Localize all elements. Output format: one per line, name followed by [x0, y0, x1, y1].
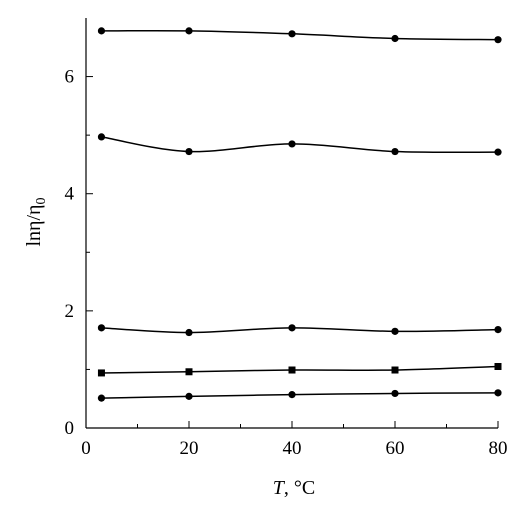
- x-axis-label-unit: , °C: [284, 477, 315, 499]
- data-point: [97, 27, 106, 35]
- series-4: [97, 363, 502, 377]
- x-tick-label: 60: [386, 438, 405, 459]
- series-2: [97, 133, 502, 156]
- y-axis-label-main: lnη/η: [23, 204, 45, 246]
- y-tick-label: 0: [65, 418, 75, 439]
- x-tick-label: 40: [283, 438, 302, 459]
- series-1-line: [101, 29, 499, 41]
- data-point: [494, 326, 502, 334]
- data-point: [288, 140, 296, 148]
- data-point: [97, 394, 106, 402]
- series-3-line: [101, 327, 499, 334]
- data-point: [494, 148, 502, 156]
- data-point: [97, 133, 106, 141]
- data-point: [97, 369, 105, 377]
- data-point: [185, 392, 193, 400]
- x-axis-label: T, °C: [273, 477, 315, 499]
- data-point: [494, 36, 502, 44]
- series-4-line: [101, 365, 499, 374]
- series-1: [97, 27, 502, 44]
- x-axis-label-symbol: T: [273, 477, 286, 499]
- data-point: [185, 368, 193, 376]
- x-tick-label: 20: [180, 438, 199, 459]
- x-tick-label: 0: [81, 438, 91, 459]
- data-point: [391, 34, 399, 43]
- data-point: [185, 147, 193, 156]
- data-point: [97, 324, 106, 332]
- data-point: [494, 389, 502, 397]
- y-tick-label: 2: [65, 301, 75, 322]
- series-5: [97, 389, 502, 402]
- data-point: [288, 366, 296, 374]
- axes: 0 20 40 60 80 0 2 4 6: [65, 18, 508, 459]
- y-tick-label: 6: [65, 67, 75, 88]
- data-point: [288, 391, 296, 399]
- series-2-line: [101, 136, 499, 154]
- series-group: [97, 27, 502, 402]
- data-point: [288, 324, 296, 332]
- x-tick-label: 80: [489, 438, 508, 459]
- data-point: [391, 366, 399, 374]
- data-point: [185, 27, 193, 35]
- data-point: [391, 389, 399, 398]
- data-point: [288, 30, 296, 38]
- series-3: [97, 324, 502, 337]
- y-axis-label: lnη/η0: [23, 197, 49, 246]
- data-point: [494, 363, 502, 370]
- data-point: [391, 327, 399, 335]
- y-axis-label-subscript: 0: [34, 197, 49, 204]
- data-point: [391, 147, 399, 156]
- data-point: [185, 328, 193, 337]
- series-5-line: [101, 392, 499, 399]
- y-tick-label: 4: [65, 184, 75, 205]
